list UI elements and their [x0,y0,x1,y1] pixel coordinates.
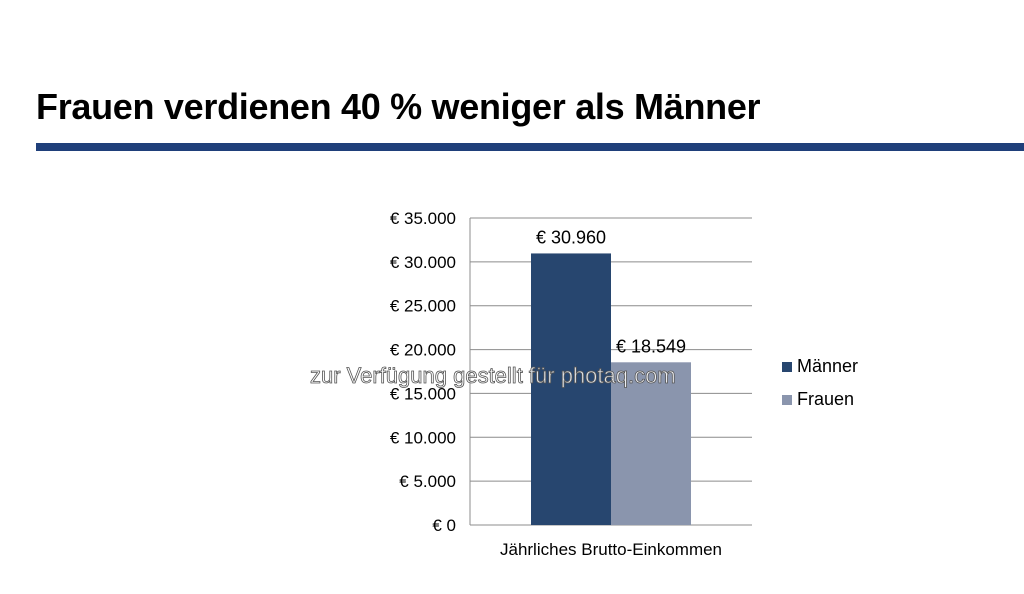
bar-maenner [531,253,611,525]
legend-label: Männer [797,356,858,376]
y-tick-label: € 25.000 [390,297,456,316]
data-label: € 18.549 [616,336,686,356]
title-divider [36,143,1024,151]
y-tick-label: € 5.000 [399,472,456,491]
legend-swatch [782,395,792,405]
y-tick-label: € 20.000 [390,341,456,360]
y-tick-label: € 0 [432,516,456,535]
data-label: € 30.960 [536,227,606,247]
y-tick-label: € 15.000 [390,384,456,403]
x-category-label: Jährliches Brutto-Einkommen [500,540,722,559]
page-title: Frauen verdienen 40 % weniger als Männer [36,86,761,127]
legend-swatch [782,362,792,372]
y-tick-label: € 10.000 [390,428,456,447]
y-tick-label: € 30.000 [390,253,456,272]
watermark-text: zur Verfügung gestellt für photaq.com [310,363,676,389]
bar-frauen [611,362,691,525]
y-tick-label: € 35.000 [390,209,456,228]
legend-label: Frauen [797,389,854,409]
